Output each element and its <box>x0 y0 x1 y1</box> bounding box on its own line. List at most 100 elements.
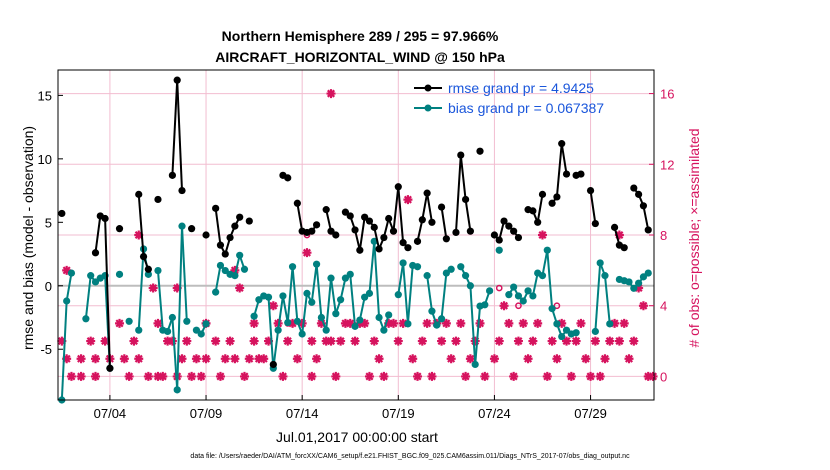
rmse-point <box>510 227 518 235</box>
rmse-point <box>505 222 513 230</box>
obs-assimilated-point <box>326 336 336 346</box>
x-tick-label: 07/19 <box>382 406 415 421</box>
rmse-point <box>269 360 277 369</box>
bias-segment <box>546 250 554 309</box>
obs-assimilated-point <box>326 89 336 99</box>
bias-segment <box>531 272 539 297</box>
bias-segment <box>373 241 381 318</box>
bias-segment <box>65 272 73 302</box>
obs-assimilated-point <box>509 371 519 381</box>
rmse-point <box>529 207 537 215</box>
rmse-point <box>389 227 398 235</box>
rmse-point <box>356 246 364 254</box>
rmse-point <box>548 199 556 207</box>
bias-point <box>529 292 537 300</box>
bias-point <box>524 287 532 295</box>
obs-assimilated-point <box>331 371 341 381</box>
obs-assimilated-point <box>307 336 317 346</box>
obs-assimilated-point <box>307 371 317 381</box>
obs-assimilated-point <box>557 318 567 328</box>
bias-point <box>644 269 652 277</box>
obs-assimilated-point <box>66 371 76 381</box>
bias-point <box>423 272 431 280</box>
obs-assimilated-point <box>302 248 312 258</box>
obs-assimilated-point <box>595 371 605 381</box>
obs-assimilated-point <box>581 354 591 364</box>
rmse-point <box>216 241 225 249</box>
obs-assimilated-point <box>518 318 528 328</box>
rmse-segment <box>392 186 400 232</box>
bias-point <box>543 246 551 254</box>
rmse-point <box>101 214 109 223</box>
y2-tick-label: 8 <box>660 228 667 243</box>
obs-assimilated-point <box>62 265 72 275</box>
rmse-point <box>385 214 393 223</box>
rmse-point <box>399 239 407 247</box>
rmse-point <box>365 217 374 225</box>
obs-assimilated-point <box>422 318 432 328</box>
y2-tick-label: 4 <box>660 299 667 314</box>
obs-assimilated-point <box>115 318 125 328</box>
obs-assimilated-point <box>374 354 384 364</box>
bias-point <box>231 272 239 280</box>
bias-point <box>380 326 388 334</box>
rmse-point <box>115 225 124 233</box>
bias-segment <box>426 275 433 312</box>
rmse-segment <box>325 209 332 232</box>
rmse-segment <box>358 217 366 251</box>
bias-segment <box>176 226 184 390</box>
rmse-point <box>293 199 301 207</box>
bias-point <box>197 330 205 338</box>
rmse-point <box>514 233 523 242</box>
bias-series <box>58 222 652 404</box>
bias-point <box>591 327 599 336</box>
obs-assimilated-point <box>86 336 96 346</box>
bias-point <box>192 326 201 334</box>
obs-assimilated-markers <box>57 89 658 381</box>
obs-assimilated-point <box>225 336 235 346</box>
obs-assimilated-point <box>614 336 624 346</box>
obs-assimilated-point <box>489 354 499 364</box>
bias-point <box>486 287 494 295</box>
obs-assimilated-point <box>230 265 240 275</box>
rmse-point <box>168 171 176 179</box>
obs-assimilated-point <box>600 354 610 364</box>
rmse-point <box>428 218 436 226</box>
bias-point <box>216 261 225 270</box>
obs-assimilated-point <box>350 336 360 346</box>
bias-point <box>279 292 287 300</box>
rmse-point <box>212 204 220 212</box>
obs-assimilated-point <box>259 354 269 364</box>
bias-segment <box>277 295 284 331</box>
bias-point <box>115 270 124 278</box>
obs-assimilated-point <box>624 354 634 364</box>
bias-segment <box>281 295 289 323</box>
obs-assimilated-point <box>153 371 163 381</box>
bias-point <box>284 318 292 327</box>
rmse-segment <box>137 194 145 257</box>
rmse-segment <box>416 219 424 242</box>
obs-assimilated-point <box>614 230 624 240</box>
obs-assimilated-point <box>62 354 72 364</box>
obs-assimilated-point <box>316 318 326 328</box>
rmse-point <box>553 193 561 201</box>
bias-point <box>375 313 383 322</box>
obs-assimilated-point <box>312 354 322 364</box>
obs-assimilated-point <box>321 336 331 346</box>
obs-assimilated-point <box>230 354 240 364</box>
rmse-point <box>341 208 350 216</box>
rmse-segment <box>94 215 102 253</box>
rmse-segment <box>176 80 184 191</box>
bias-point <box>495 246 503 254</box>
legend-rmse-label: rmse grand pr = 4.9425 <box>448 80 594 96</box>
rmse-point <box>538 190 547 198</box>
obs-assimilated-point <box>576 318 586 328</box>
obs-assimilated-point <box>523 354 533 364</box>
obs-assimilated-point <box>456 318 466 328</box>
bias-point <box>317 313 325 322</box>
bias-point <box>288 263 297 271</box>
obs-assimilated-point <box>182 336 192 346</box>
rmse-point <box>312 221 321 229</box>
bias-segment <box>171 317 179 390</box>
obs-assimilated-point <box>249 318 259 328</box>
